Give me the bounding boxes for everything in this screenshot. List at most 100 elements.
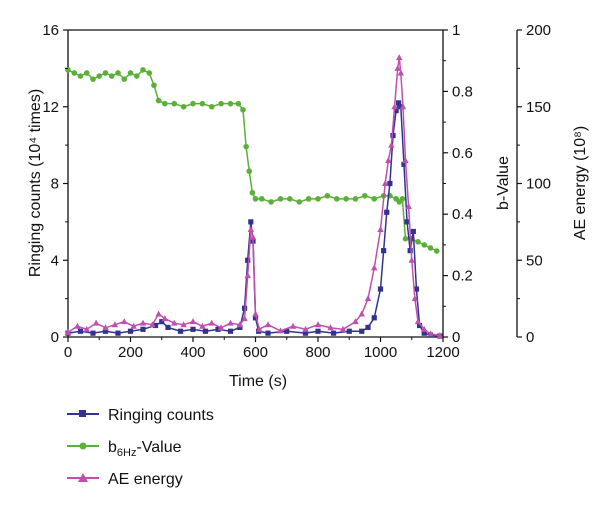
y-tick-label-b-value: 0 bbox=[452, 329, 460, 346]
y-tick-label-left: 12 bbox=[42, 99, 59, 116]
data-point-circle bbox=[433, 248, 440, 254]
series-line bbox=[67, 101, 440, 337]
data-point-circle bbox=[190, 100, 196, 107]
data-point-triangle bbox=[241, 315, 248, 322]
data-point-triangle bbox=[111, 321, 119, 328]
data-point-circle bbox=[102, 70, 109, 76]
data-point-triangle bbox=[397, 69, 405, 76]
data-point-circle bbox=[324, 192, 331, 199]
data-point-triangle bbox=[208, 319, 215, 326]
data-point-triangle bbox=[377, 226, 384, 233]
y-tick-label-ae-energy: 100 bbox=[526, 176, 551, 193]
y-tick-label-b-value: 1 bbox=[452, 22, 460, 39]
legend-label-b-suffix: -Value bbox=[136, 439, 181, 456]
data-point-triangle bbox=[171, 319, 178, 326]
data-point-square bbox=[410, 228, 416, 235]
data-point-square bbox=[237, 324, 243, 331]
y-tick-label-left: 8 bbox=[51, 176, 59, 193]
data-point-triangle bbox=[139, 319, 147, 326]
data-point-square bbox=[416, 322, 423, 329]
data-point-triangle bbox=[83, 325, 90, 332]
y-tick-label-b-value: 0.8 bbox=[452, 83, 473, 100]
data-point-circle bbox=[421, 242, 428, 248]
data-point-square bbox=[413, 286, 420, 292]
data-point-circle bbox=[268, 199, 274, 205]
data-point-square bbox=[227, 328, 234, 334]
data-point-square bbox=[165, 324, 171, 331]
x-tick-label: 400 bbox=[180, 344, 205, 361]
data-point-square bbox=[331, 330, 337, 336]
data-point-circle bbox=[315, 196, 321, 202]
data-point-triangle bbox=[64, 328, 72, 335]
series-ringing-counts bbox=[65, 100, 443, 339]
series-b6hz-value bbox=[65, 67, 440, 254]
data-point-triangle bbox=[161, 315, 169, 322]
data-point-circle bbox=[243, 143, 249, 150]
data-point-circle bbox=[252, 196, 259, 202]
data-point-circle bbox=[240, 107, 246, 113]
data-point-circle bbox=[371, 196, 378, 202]
legend-marker-square bbox=[79, 410, 86, 417]
y-tick-label-b-value: 0.4 bbox=[452, 206, 473, 223]
data-point-triangle bbox=[364, 295, 372, 302]
data-point-square bbox=[152, 322, 159, 329]
data-point-triangle bbox=[371, 264, 378, 271]
legend-item-b-value: b6Hz-Value bbox=[67, 439, 182, 459]
data-point-square bbox=[377, 286, 384, 292]
data-point-triangle bbox=[402, 156, 409, 163]
data-point-circle bbox=[199, 100, 206, 107]
data-point-circle bbox=[415, 239, 421, 245]
data-point-triangle bbox=[327, 324, 334, 331]
data-point-triangle bbox=[314, 321, 322, 328]
data-point-circle bbox=[108, 73, 115, 79]
data-point-circle bbox=[277, 196, 284, 202]
data-point-square bbox=[215, 326, 221, 332]
data-point-triangle bbox=[358, 310, 365, 317]
data-point-circle bbox=[333, 196, 340, 202]
data-point-circle bbox=[427, 245, 434, 251]
legend-label-energy: AE energy bbox=[108, 471, 183, 488]
data-point-square bbox=[248, 219, 254, 225]
data-point-circle bbox=[287, 196, 293, 202]
data-point-square bbox=[381, 248, 387, 254]
data-point-square bbox=[396, 100, 402, 106]
data-point-square bbox=[401, 161, 407, 167]
y-tick-label-ae-energy: 0 bbox=[526, 329, 534, 346]
y-axis-label-ae-energy: AE energy (10⁸) bbox=[572, 126, 589, 240]
data-point-circle bbox=[127, 70, 134, 76]
data-point-triangle bbox=[302, 325, 309, 332]
data-point-circle bbox=[305, 196, 312, 202]
data-point-square bbox=[371, 315, 377, 321]
legend-marker-triangle bbox=[78, 473, 88, 482]
data-point-circle bbox=[258, 196, 265, 202]
data-point-triangle bbox=[92, 319, 100, 326]
y-tick-label-ae-energy: 150 bbox=[526, 99, 551, 116]
x-tick-label: 0 bbox=[64, 344, 72, 361]
y-tick-label-left: 0 bbox=[51, 329, 59, 346]
data-point-triangle bbox=[102, 324, 109, 331]
legend-marker-circle bbox=[79, 442, 87, 450]
data-point-square bbox=[387, 180, 393, 187]
data-point-circle bbox=[402, 235, 409, 242]
data-point-triangle bbox=[180, 321, 187, 328]
x-axis-label: Time (s) bbox=[229, 373, 287, 390]
data-point-square bbox=[202, 328, 209, 334]
data-point-circle bbox=[133, 73, 140, 79]
data-point-square bbox=[77, 328, 84, 334]
data-point-triangle bbox=[411, 295, 419, 302]
data-point-square bbox=[398, 104, 404, 110]
data-point-triangle bbox=[155, 310, 162, 317]
data-point-triangle bbox=[388, 141, 395, 148]
data-point-triangle bbox=[352, 318, 359, 325]
data-point-square bbox=[390, 132, 396, 139]
data-point-circle bbox=[249, 189, 256, 196]
x-tick-label: 1000 bbox=[364, 344, 397, 361]
series-layer bbox=[64, 54, 444, 339]
data-point-square bbox=[407, 248, 413, 254]
data-point-circle bbox=[246, 168, 253, 175]
y-axis-label-left: Ringing counts (10⁴ times) bbox=[27, 89, 44, 277]
data-point-triangle bbox=[244, 272, 251, 279]
data-point-circle bbox=[227, 100, 234, 107]
y-tick-label-ae-energy: 50 bbox=[526, 252, 543, 269]
